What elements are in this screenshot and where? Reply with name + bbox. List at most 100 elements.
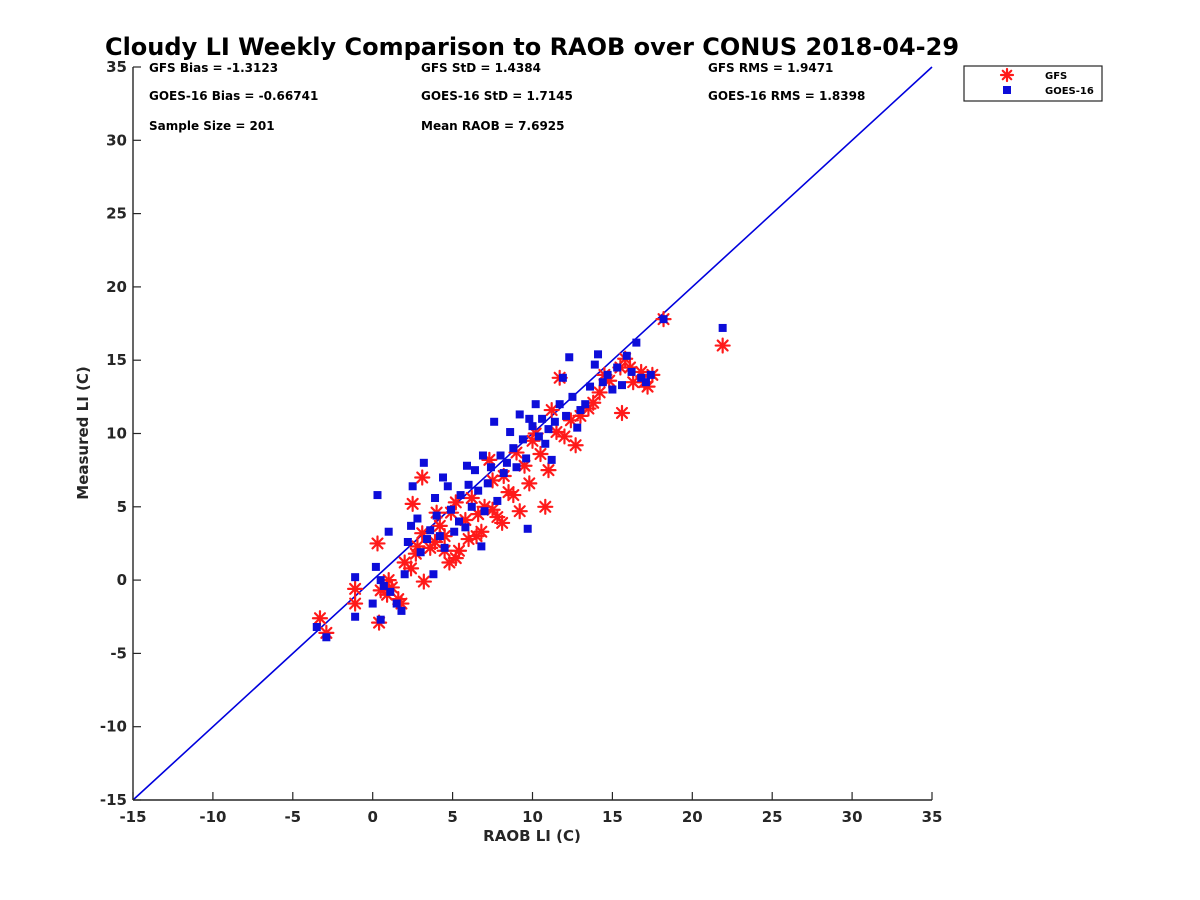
data-point	[493, 496, 502, 505]
x-tick-label: -15	[119, 808, 146, 826]
legend-box	[963, 65, 1103, 102]
stat-annotation: Mean RAOB = 7.6925	[421, 119, 565, 133]
data-point	[632, 338, 641, 347]
stat-annotation: Sample Size = 201	[149, 119, 275, 133]
y-tick-label: -5	[110, 644, 127, 662]
stats-annotations: GFS Bias = -1.3123 GFS StD = 1.4384 GFS RM…	[149, 61, 865, 133]
data-point	[450, 527, 459, 536]
data-point	[431, 494, 440, 503]
data-point	[477, 542, 486, 551]
data-point	[613, 404, 631, 422]
x-tick-label: 10	[522, 808, 543, 826]
data-point	[556, 428, 573, 445]
data-point	[537, 498, 554, 515]
data-point	[413, 514, 422, 523]
data-point	[400, 570, 409, 579]
legend-label: GOES-16	[1045, 86, 1094, 97]
data-point	[496, 451, 505, 460]
data-point	[576, 406, 585, 415]
y-tick-label: 15	[106, 351, 127, 369]
data-point	[714, 337, 731, 354]
legend-label: GFS	[1045, 71, 1067, 82]
y-tick-label: -10	[100, 718, 127, 736]
data-point	[521, 475, 538, 492]
data-point	[502, 458, 511, 467]
x-tick-label: 0	[367, 808, 377, 826]
data-point	[456, 491, 465, 500]
x-axis-label: RAOB LI (C)	[483, 827, 581, 845]
data-point	[646, 370, 655, 379]
data-point	[369, 535, 386, 552]
stat-annotation: GFS Bias = -1.3123	[149, 61, 278, 75]
data-point	[454, 517, 463, 526]
y-tick-label: 5	[117, 498, 127, 516]
data-point	[515, 410, 524, 419]
data-point	[429, 570, 438, 579]
data-point	[534, 432, 543, 441]
legend-item-gfs: GFS	[999, 67, 1067, 83]
data-point	[426, 526, 435, 535]
data-point	[403, 537, 412, 546]
y-tick-label: 35	[106, 58, 127, 76]
data-point	[351, 573, 360, 582]
data-point	[373, 491, 382, 500]
data-point	[547, 455, 556, 464]
legend-item-goes-16: GOES-16	[1003, 86, 1094, 97]
x-tick-label: 30	[842, 808, 863, 826]
y-tick-label: 10	[106, 425, 127, 443]
y-tick-label: 30	[106, 131, 127, 149]
data-point	[384, 527, 393, 536]
data-point	[486, 463, 495, 472]
data-point	[518, 435, 527, 444]
data-point	[386, 587, 395, 596]
x-tick-label: -5	[284, 808, 301, 826]
x-tick-label: 15	[602, 808, 623, 826]
x-tick-label: 35	[922, 808, 943, 826]
data-point	[351, 612, 360, 621]
data-points	[311, 311, 731, 642]
data-point	[617, 381, 626, 390]
data-point	[483, 479, 492, 488]
data-point	[568, 392, 577, 401]
x-tick-label: 20	[682, 808, 703, 826]
data-point	[447, 505, 456, 514]
data-point	[506, 428, 515, 437]
data-point	[543, 401, 560, 419]
data-point	[376, 615, 385, 624]
data-point	[622, 351, 631, 360]
data-point	[440, 543, 449, 552]
data-point	[311, 610, 329, 627]
data-point	[376, 576, 385, 585]
data-point	[392, 599, 401, 608]
data-point	[461, 523, 470, 532]
data-point	[505, 486, 522, 504]
data-point	[432, 511, 441, 520]
data-point	[322, 633, 331, 642]
legend: GFS GOES-16	[963, 65, 1103, 102]
data-point	[573, 423, 582, 432]
stat-annotation: GOES-16 RMS = 1.8398	[708, 89, 865, 103]
y-tick-label: 20	[106, 278, 127, 296]
data-point	[371, 562, 380, 571]
x-tick-label: 5	[447, 808, 457, 826]
data-point	[347, 580, 364, 597]
data-point	[368, 599, 377, 608]
data-point	[565, 353, 574, 362]
data-point	[627, 367, 636, 376]
data-point	[625, 374, 642, 391]
data-point	[532, 445, 549, 463]
data-point	[544, 425, 553, 434]
data-point	[718, 323, 727, 332]
data-point	[509, 444, 518, 453]
data-point	[463, 489, 480, 507]
data-point	[567, 437, 584, 454]
data-point	[562, 411, 571, 420]
data-point	[558, 373, 567, 382]
y-tick-label: 0	[117, 571, 127, 589]
data-point	[512, 463, 521, 472]
data-point	[598, 378, 607, 387]
data-point	[470, 466, 479, 475]
data-point	[408, 482, 417, 491]
data-point	[480, 507, 489, 516]
data-point	[490, 417, 499, 426]
